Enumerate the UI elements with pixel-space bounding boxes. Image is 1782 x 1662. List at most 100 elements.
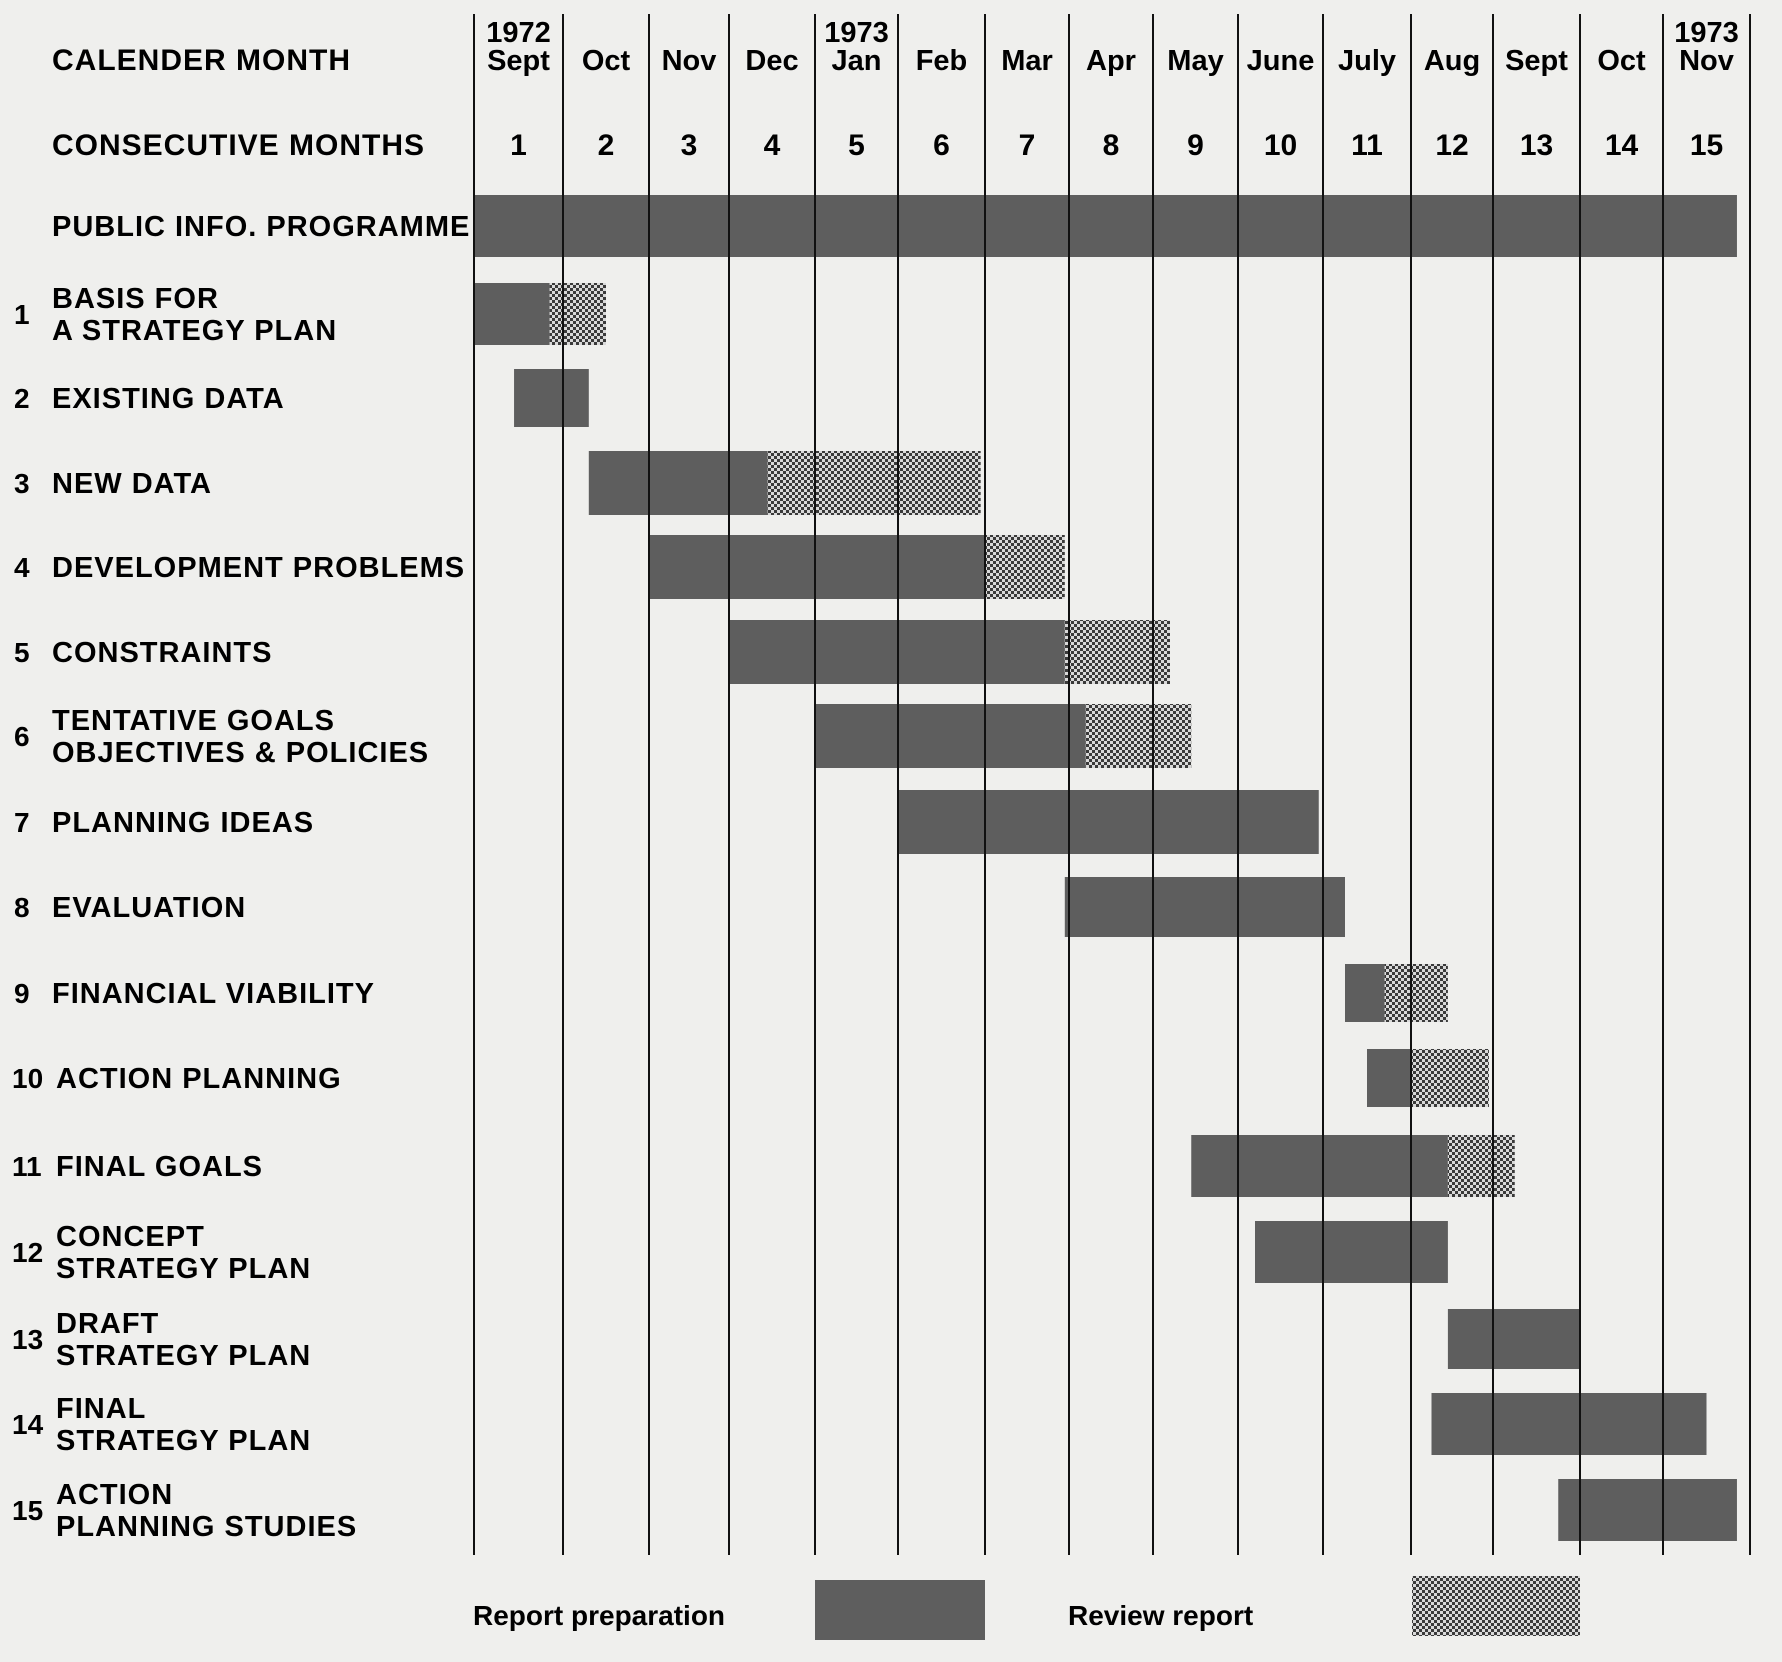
prep-bar-6 bbox=[815, 704, 1086, 768]
task-number-3: 3 bbox=[14, 468, 30, 499]
prep-bar-13 bbox=[1447, 1309, 1580, 1369]
task-number-13: 13 bbox=[12, 1324, 43, 1355]
month-name-14: Nov bbox=[1679, 45, 1734, 77]
month-year-14: 1973 bbox=[1674, 17, 1739, 49]
month-name-6: Mar bbox=[1001, 45, 1053, 77]
month-number-13: 14 bbox=[1605, 129, 1639, 162]
task-number-6: 6 bbox=[14, 721, 30, 752]
task-number-7: 7 bbox=[14, 807, 30, 838]
task-number-9: 9 bbox=[14, 978, 30, 1009]
task-number-12: 12 bbox=[12, 1237, 43, 1268]
month-number-0: 1 bbox=[510, 129, 527, 162]
legend-review-swatch bbox=[1412, 1576, 1580, 1636]
task-label-8: EVALUATION bbox=[52, 892, 246, 924]
calendar-month-label: CALENDER MONTH bbox=[52, 44, 351, 77]
month-number-3: 4 bbox=[764, 129, 781, 162]
task-label-14-line-0: FINAL bbox=[56, 1393, 146, 1425]
month-number-9: 10 bbox=[1264, 129, 1297, 162]
consecutive-months-label: CONSECUTIVE MONTHS bbox=[52, 129, 425, 162]
task-label-13-line-0: DRAFT bbox=[56, 1308, 159, 1340]
task-label-12-line-1: STRATEGY PLAN bbox=[56, 1253, 311, 1285]
prep-bar-14 bbox=[1431, 1393, 1707, 1455]
legend-prep-swatch bbox=[815, 1580, 985, 1640]
task-number-1: 1 bbox=[14, 299, 30, 330]
task-number-8: 8 bbox=[14, 892, 30, 923]
review-bar-5 bbox=[1064, 620, 1170, 684]
task-label-9: FINANCIAL VIABILITY bbox=[52, 978, 375, 1010]
month-name-4: Jan bbox=[832, 45, 882, 77]
prep-bar-1 bbox=[474, 283, 550, 345]
prep-bar-8 bbox=[1064, 877, 1345, 937]
month-name-0: Sept bbox=[487, 45, 550, 77]
prep-bar-11 bbox=[1191, 1135, 1448, 1197]
prep-bar-10 bbox=[1367, 1049, 1411, 1107]
task-label-15-line-0: ACTION bbox=[56, 1479, 173, 1511]
task-label-13-line-1: STRATEGY PLAN bbox=[56, 1340, 311, 1372]
task-number-4: 4 bbox=[14, 552, 30, 583]
task-label-1-line-0: BASIS FOR bbox=[52, 283, 219, 315]
review-bar-6 bbox=[1085, 704, 1192, 768]
task-number-5: 5 bbox=[14, 637, 30, 668]
task-label-6-line-1: OBJECTIVES & POLICIES bbox=[52, 737, 429, 769]
month-name-1: Oct bbox=[582, 45, 631, 77]
month-number-14: 15 bbox=[1690, 129, 1723, 162]
month-number-2: 3 bbox=[681, 129, 698, 162]
month-gridlines bbox=[473, 14, 1751, 1555]
month-number-7: 8 bbox=[1103, 129, 1120, 162]
month-name-3: Dec bbox=[745, 45, 798, 77]
task-number-2: 2 bbox=[14, 383, 30, 414]
task-label-14-line-1: STRATEGY PLAN bbox=[56, 1425, 311, 1457]
month-name-10: July bbox=[1338, 45, 1396, 77]
prep-bar-3 bbox=[588, 451, 768, 515]
month-name-9: June bbox=[1247, 45, 1315, 77]
month-year-4: 1973 bbox=[824, 17, 889, 49]
task-label-6-line-0: TENTATIVE GOALS bbox=[52, 705, 335, 737]
prep-bar-5 bbox=[729, 620, 1065, 684]
task-bars bbox=[474, 195, 1737, 1541]
month-number-10: 11 bbox=[1351, 129, 1383, 162]
month-number-4: 5 bbox=[848, 129, 865, 162]
task-label-3: NEW DATA bbox=[52, 468, 212, 500]
legend-prep-label: Report preparation bbox=[473, 1600, 725, 1631]
review-bar-10 bbox=[1411, 1049, 1489, 1107]
month-number-11: 12 bbox=[1435, 129, 1468, 162]
task-label-12-line-0: CONCEPT bbox=[56, 1221, 205, 1253]
prep-bar-4 bbox=[649, 535, 985, 599]
month-name-8: May bbox=[1167, 45, 1223, 77]
month-number-8: 9 bbox=[1187, 129, 1204, 162]
month-number-12: 13 bbox=[1520, 129, 1553, 162]
review-bar-3 bbox=[767, 451, 981, 515]
month-name-7: Apr bbox=[1086, 45, 1136, 77]
month-name-13: Oct bbox=[1597, 45, 1646, 77]
task-label-5: CONSTRAINTS bbox=[52, 637, 272, 669]
legend: Report preparation Review report bbox=[473, 1576, 1580, 1640]
month-number-5: 6 bbox=[933, 129, 950, 162]
task-number-14: 14 bbox=[12, 1409, 44, 1440]
prep-bar-9 bbox=[1345, 964, 1385, 1022]
prep-bar-12 bbox=[1255, 1221, 1448, 1283]
task-label-0: PUBLIC INFO. PROGRAMME bbox=[52, 211, 470, 243]
task-label-4: DEVELOPMENT PROBLEMS bbox=[52, 552, 465, 584]
task-label-7: PLANNING IDEAS bbox=[52, 807, 314, 839]
review-bar-4 bbox=[985, 535, 1065, 599]
month-number-1: 2 bbox=[598, 129, 615, 162]
task-label-2: EXISTING DATA bbox=[52, 383, 285, 415]
task-number-11: 11 bbox=[12, 1151, 42, 1182]
month-year-0: 1972 bbox=[486, 17, 551, 49]
prep-bar-15 bbox=[1558, 1479, 1737, 1541]
task-label-10: ACTION PLANNING bbox=[56, 1063, 342, 1095]
review-bar-9 bbox=[1384, 964, 1448, 1022]
task-label-1-line-1: A STRATEGY PLAN bbox=[52, 315, 337, 347]
month-name-2: Nov bbox=[662, 45, 717, 77]
prep-bar-0 bbox=[474, 195, 1737, 257]
month-name-12: Sept bbox=[1505, 45, 1568, 77]
task-label-11: FINAL GOALS bbox=[56, 1151, 263, 1183]
review-bar-11 bbox=[1447, 1135, 1515, 1197]
review-bar-1 bbox=[549, 283, 606, 345]
legend-review-label: Review report bbox=[1068, 1600, 1253, 1631]
month-headers: 1972Sept1Oct2Nov3Dec41973Jan5Feb6Mar7Apr… bbox=[486, 17, 1739, 162]
month-number-6: 7 bbox=[1019, 129, 1036, 162]
prep-bar-2 bbox=[514, 369, 589, 427]
